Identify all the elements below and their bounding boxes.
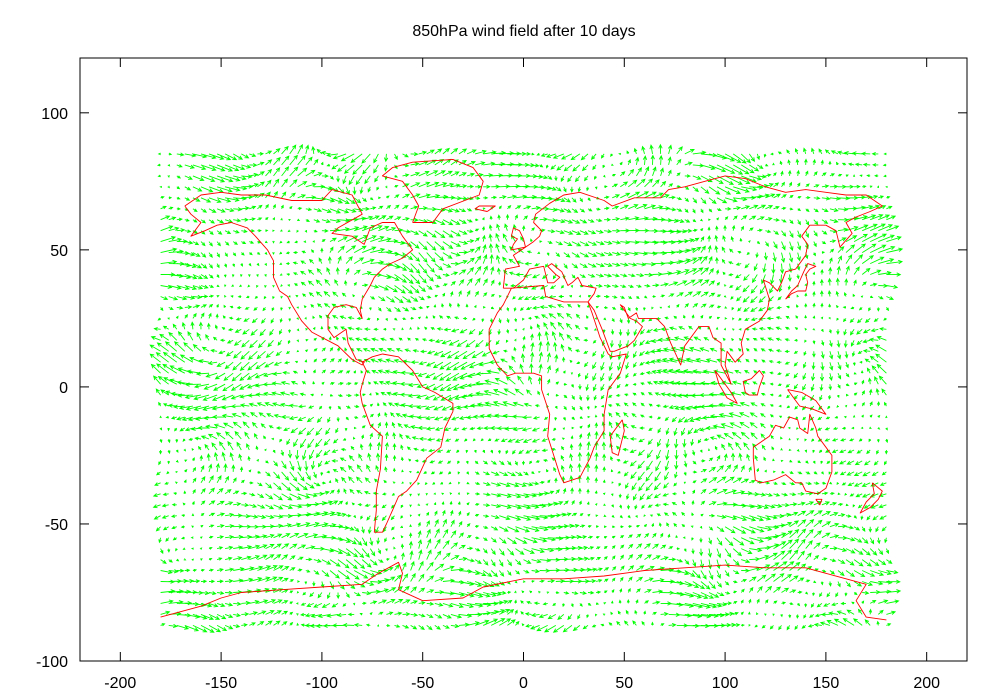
x-tick-label: -100: [306, 675, 338, 692]
coastline: [510, 227, 526, 251]
coastline: [359, 353, 454, 533]
x-tick-label: 100: [712, 675, 739, 692]
coastline: [160, 561, 887, 621]
coastline: [474, 205, 496, 212]
y-tick-label: 0: [59, 380, 68, 397]
y-tick-label: -50: [45, 517, 68, 534]
coastline: [787, 389, 827, 415]
coastline: [184, 189, 414, 366]
plot-axes: -200 -150 -100 -50 0 50 100 150 200 -100 -50 0 50 100: [36, 57, 968, 692]
coastline: [609, 419, 625, 456]
coastline: [859, 482, 883, 514]
x-tick-label: 50: [615, 675, 633, 692]
coastline: [488, 285, 627, 484]
coastline: [381, 158, 484, 223]
coastline: [714, 370, 738, 404]
x-tick-label: -50: [411, 675, 434, 692]
wind-vectors: [149, 143, 904, 633]
coastline: [742, 370, 764, 396]
coastline: [785, 263, 817, 300]
chart-title: 850hPa wind field after 10 days: [412, 23, 635, 40]
coastline: [752, 413, 833, 495]
y-tick-label: -100: [36, 654, 68, 671]
x-tick-label: -150: [205, 675, 237, 692]
x-tick-label: -200: [104, 675, 136, 692]
coastlines: [160, 158, 887, 621]
wind-vector-arrows: [149, 143, 904, 633]
y-tick-label: 100: [41, 106, 68, 123]
coastline: [502, 175, 883, 385]
coastline: [815, 498, 823, 506]
y-tick-label: 50: [50, 243, 68, 260]
x-tick-label: 0: [519, 675, 528, 692]
x-tick-label: 150: [813, 675, 840, 692]
x-tick-label: 200: [913, 675, 940, 692]
